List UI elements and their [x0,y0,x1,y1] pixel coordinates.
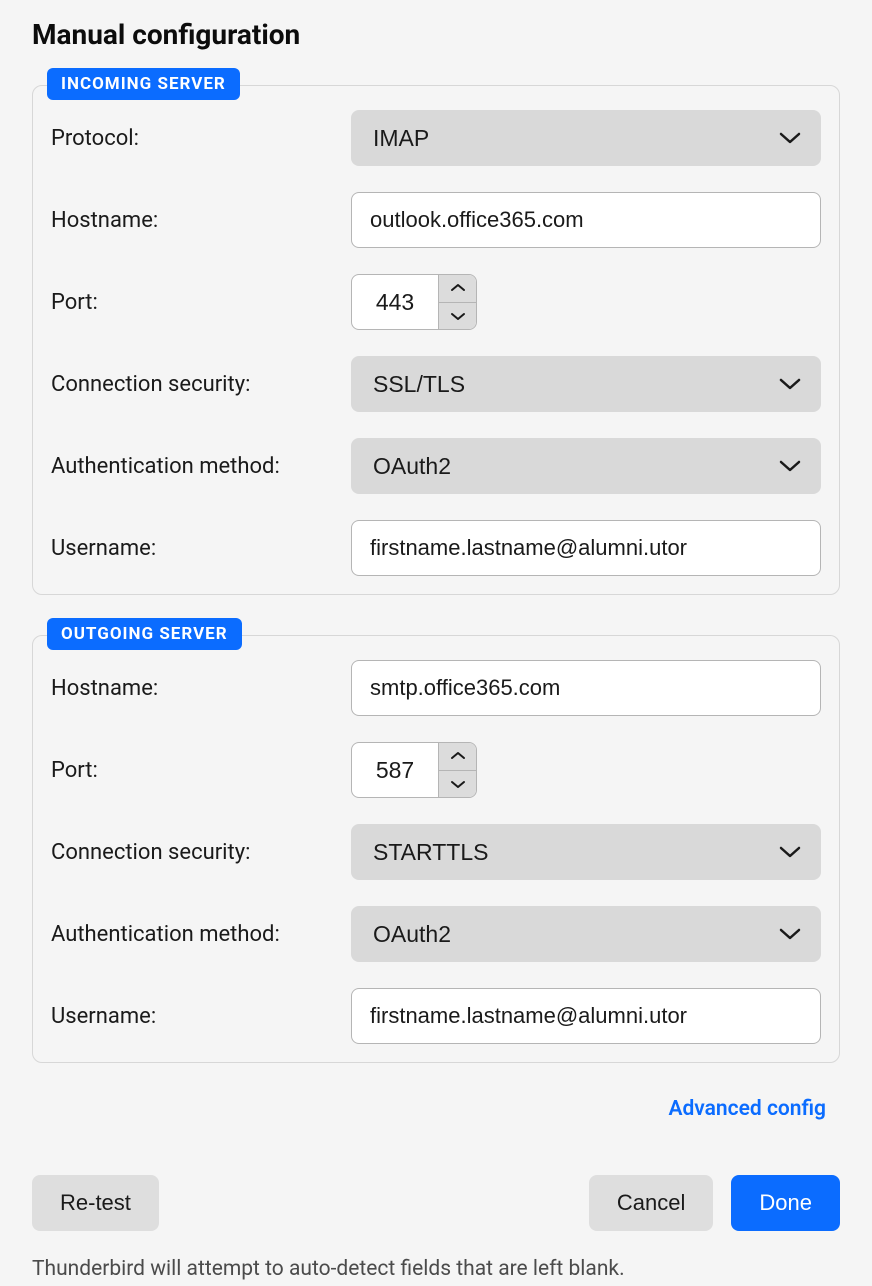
advanced-config-link[interactable]: Advanced config [668,1097,826,1121]
outgoing-security-select[interactable]: STARTTLS [351,824,821,880]
incoming-security-label: Connection security: [51,372,351,397]
outgoing-port-spinner [351,742,477,798]
outgoing-auth-select[interactable]: OAuth2 [351,906,821,962]
incoming-hostname-input[interactable] [351,192,821,248]
outgoing-auth-label: Authentication method: [51,922,351,947]
incoming-protocol-select[interactable]: IMAP [351,110,821,166]
outgoing-port-step-up[interactable] [439,743,476,771]
outgoing-port-label: Port: [51,758,351,783]
outgoing-username-label: Username: [51,1004,351,1029]
done-button[interactable]: Done [731,1175,840,1231]
outgoing-server-fieldset: OUTGOING SERVER Hostname: Port: [32,635,840,1063]
cancel-button[interactable]: Cancel [589,1175,713,1231]
outgoing-port-input[interactable] [352,743,438,797]
incoming-username-input[interactable] [351,520,821,576]
incoming-security-select[interactable]: SSL/TLS [351,356,821,412]
incoming-server-fieldset: INCOMING SERVER Protocol: IMAP Hostname:… [32,85,840,595]
incoming-port-input[interactable] [352,275,438,329]
incoming-port-spinner [351,274,477,330]
outgoing-hostname-label: Hostname: [51,676,351,701]
footer-hint: Thunderbird will attempt to auto-detect … [32,1257,840,1281]
incoming-username-label: Username: [51,536,351,561]
retest-button[interactable]: Re-test [32,1175,159,1231]
outgoing-port-step-down[interactable] [439,771,476,798]
outgoing-username-input[interactable] [351,988,821,1044]
outgoing-hostname-input[interactable] [351,660,821,716]
incoming-server-legend: INCOMING SERVER [47,68,240,100]
incoming-port-label: Port: [51,290,351,315]
incoming-auth-label: Authentication method: [51,454,351,479]
incoming-hostname-label: Hostname: [51,208,351,233]
outgoing-security-label: Connection security: [51,840,351,865]
page-title: Manual configuration [32,18,840,51]
incoming-port-step-up[interactable] [439,275,476,303]
incoming-auth-select[interactable]: OAuth2 [351,438,821,494]
incoming-port-step-down[interactable] [439,303,476,330]
outgoing-server-legend: OUTGOING SERVER [47,618,242,650]
incoming-protocol-label: Protocol: [51,126,351,151]
